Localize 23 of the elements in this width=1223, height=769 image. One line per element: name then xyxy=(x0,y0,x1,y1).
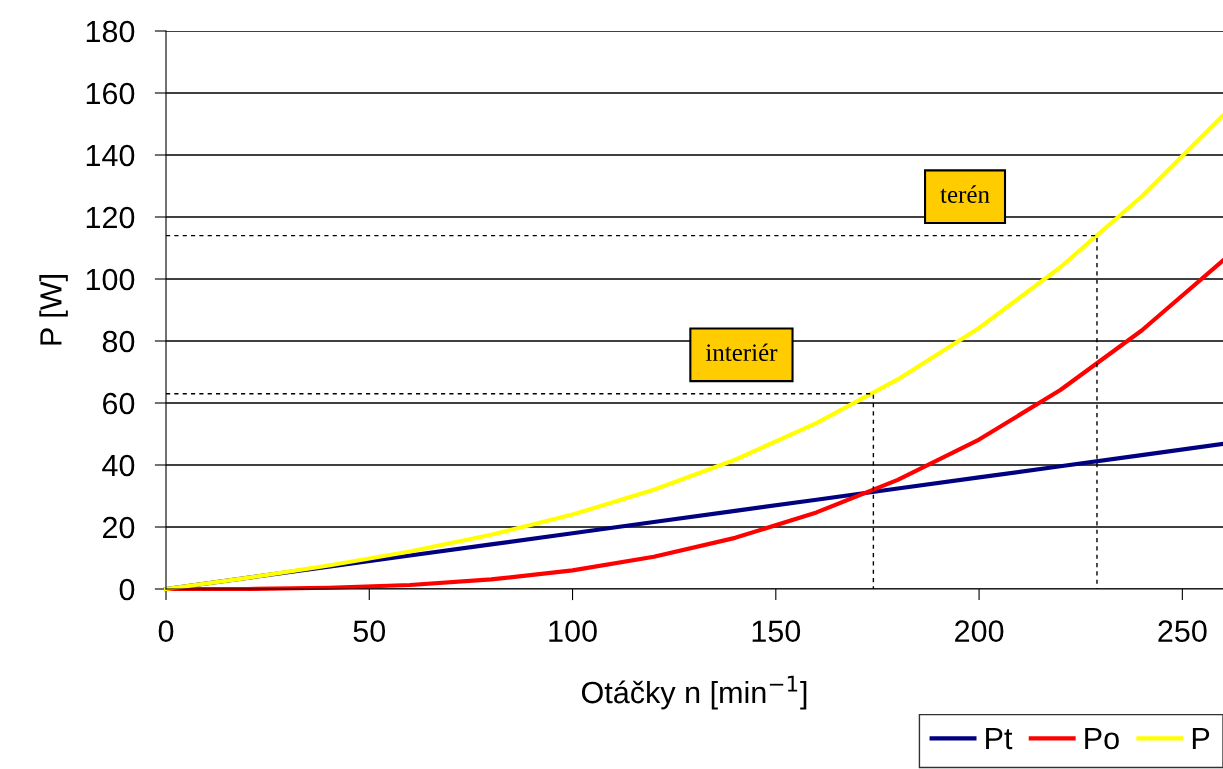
x-tick-label: 100 xyxy=(549,620,597,642)
y-tick-label: 20 xyxy=(103,516,135,539)
annotation: terén xyxy=(940,185,990,203)
x-tick-label: 150 xyxy=(752,620,801,642)
y-tick-label: 60 xyxy=(103,392,135,415)
y-tick-label: 80 xyxy=(102,330,135,353)
y-tick-label: 140 xyxy=(86,144,135,167)
y-tick-label: 0 xyxy=(119,578,135,601)
y-tick-label: 40 xyxy=(102,454,135,477)
x-tick-label: 250 xyxy=(1158,620,1207,642)
y-tick-label: 180 xyxy=(86,20,135,43)
legend-label: Pt xyxy=(986,727,1013,750)
y-tick-label: 100 xyxy=(86,268,135,291)
x-tick-label: 0 xyxy=(158,620,174,642)
y-tick-label: 120 xyxy=(86,206,135,229)
x-tick-label: 50 xyxy=(353,620,386,642)
legend-label: P xyxy=(1192,727,1210,749)
legend-label: Po xyxy=(1085,727,1119,750)
x-axis-title: Otáčky n [min$^{−1}$] xyxy=(581,675,807,710)
annotation: interiér xyxy=(705,343,778,362)
x-tick-label: 200 xyxy=(955,620,1004,642)
y-tick-label: 160 xyxy=(86,82,135,105)
y-axis-title: P [W] xyxy=(39,275,68,345)
